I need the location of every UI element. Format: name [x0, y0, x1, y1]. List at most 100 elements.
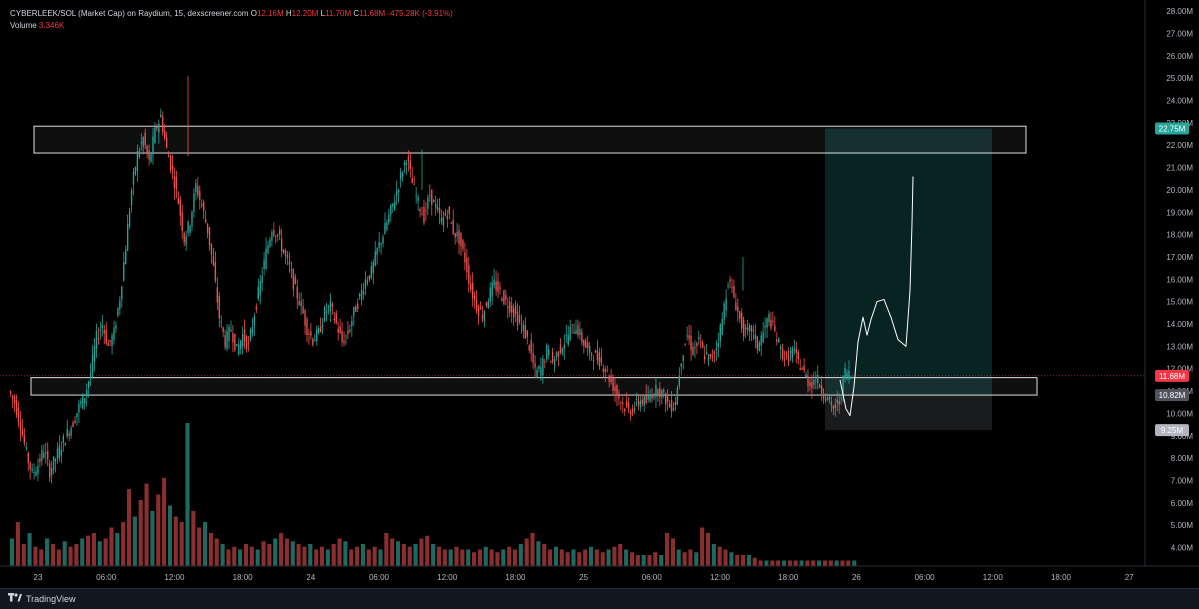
tradingview-brand[interactable]: TradingView: [8, 593, 76, 604]
symbol-label[interactable]: CYBERLEEK/SOL (Market Cap) on Raydium, 1…: [10, 9, 249, 18]
candle-body: [487, 301, 489, 309]
volume-bar: [729, 552, 734, 566]
candle-body: [125, 249, 127, 265]
price-tag-bg: [1155, 389, 1189, 402]
candle-body: [592, 360, 595, 362]
zones-layer[interactable]: [0, 125, 1145, 396]
candle-body: [43, 452, 45, 458]
projection-path[interactable]: [839, 176, 914, 417]
volume-bar: [665, 533, 670, 566]
candle-body: [778, 338, 780, 343]
volume-bar: [62, 541, 67, 566]
candle-body: [626, 401, 628, 407]
candle-body: [446, 216, 449, 219]
candle-body: [136, 151, 139, 171]
candle-body: [150, 154, 152, 162]
volume-bar: [565, 552, 570, 566]
candle-body: [678, 376, 681, 386]
candle-body: [265, 248, 267, 270]
volume-bar: [255, 549, 260, 566]
candle-body: [202, 201, 205, 212]
candle-body: [727, 285, 729, 288]
candle-body: [731, 287, 733, 289]
volume-bar: [670, 538, 675, 566]
candle-body: [805, 374, 807, 378]
candle-body: [612, 378, 614, 391]
volume-bar: [366, 549, 371, 566]
candle-body: [11, 395, 14, 399]
price-tag-label: 10.82M: [1159, 391, 1186, 400]
candle-body: [758, 342, 760, 351]
y-tick-label: 24.00M: [1166, 97, 1193, 106]
axes[interactable]: 28.00M27.00M26.00M25.00M24.00M23.00M22.0…: [0, 0, 1199, 588]
candle-body: [725, 298, 727, 311]
volume-bar: [489, 549, 494, 566]
candle-body: [598, 352, 601, 367]
candle-body: [651, 395, 653, 399]
price-tag-label: 11.68M: [1159, 372, 1185, 381]
candle-body: [536, 369, 538, 378]
x-tick-label: 18:00: [505, 573, 526, 582]
volume-bar: [74, 544, 79, 566]
candle-body: [518, 315, 521, 322]
candle-body: [680, 363, 682, 367]
candle-body: [491, 282, 493, 297]
volume-label[interactable]: Volume: [10, 21, 37, 30]
volume-bar: [746, 555, 751, 566]
candle-body: [366, 280, 369, 283]
candle-body: [627, 402, 630, 410]
candle-body: [275, 235, 277, 237]
x-tick-label: 06:00: [96, 573, 117, 582]
candle-body: [688, 335, 690, 340]
candle-body: [21, 429, 24, 436]
candle-body: [830, 401, 833, 406]
candle-body: [232, 333, 234, 343]
long-position-tool[interactable]: [825, 128, 992, 431]
candle-body: [756, 336, 758, 350]
y-axis-bg: [1145, 0, 1199, 588]
candle-body: [754, 334, 757, 339]
candle-body: [72, 422, 74, 428]
candle-body: [243, 329, 246, 342]
candle-body: [616, 385, 618, 396]
candles: [10, 75, 852, 484]
price-chart[interactable]: 28.00M27.00M26.00M25.00M24.00M23.00M22.0…: [0, 0, 1199, 588]
candle-body: [140, 142, 142, 144]
volume-bar: [150, 511, 155, 566]
candle-body: [587, 342, 589, 349]
candle-body: [356, 303, 359, 309]
candle-body: [427, 197, 429, 209]
candle-body: [10, 391, 12, 394]
y-tick-label: 20.00M: [1166, 186, 1193, 195]
candle-body: [661, 390, 663, 397]
candle-body: [193, 193, 195, 212]
volume-bar: [179, 522, 184, 566]
y-tick-label: 15.00M: [1166, 298, 1193, 307]
candle-body: [707, 354, 710, 362]
candle-body: [483, 311, 486, 322]
candle-body: [522, 324, 525, 332]
volume-bar: [507, 546, 512, 566]
candle-body: [719, 324, 721, 341]
candle-body: [473, 295, 476, 300]
candle-body: [347, 330, 349, 335]
candle-body: [766, 318, 768, 328]
candle-body: [50, 468, 53, 476]
volume-bar: [647, 555, 652, 566]
candle-body: [160, 114, 162, 118]
volume-bar: [144, 483, 149, 566]
candle-body: [296, 286, 298, 299]
volume-bar: [466, 549, 471, 566]
candle-body: [300, 301, 302, 307]
volume-bar: [431, 544, 436, 566]
volume-bar: [173, 516, 178, 566]
volume-bar: [512, 549, 518, 566]
volume-bar: [822, 560, 828, 566]
candle-body: [442, 217, 445, 226]
candle-body: [165, 137, 168, 148]
candle-body: [31, 468, 33, 471]
candle-body: [581, 332, 583, 343]
x-tick-label: 25: [579, 573, 588, 582]
candle-body: [692, 346, 694, 355]
candle-body: [703, 355, 706, 360]
